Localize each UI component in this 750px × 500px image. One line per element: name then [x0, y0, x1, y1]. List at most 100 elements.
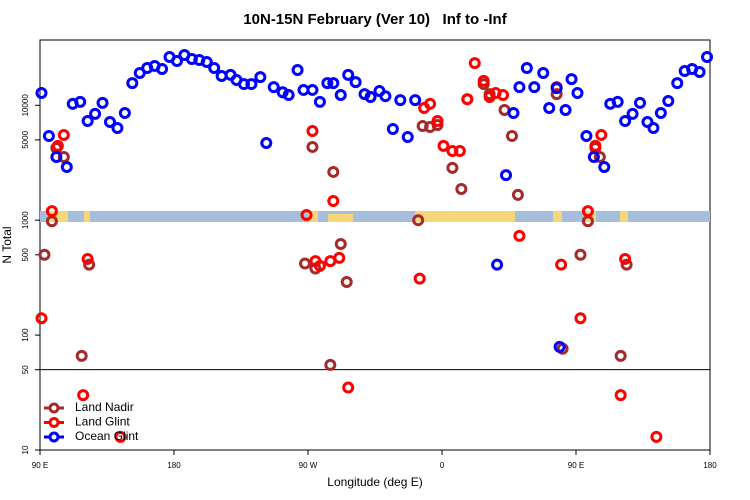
- point: [75, 349, 88, 362]
- point: [118, 106, 131, 119]
- point: [614, 349, 627, 362]
- point: [291, 63, 304, 76]
- plot-frame: [39, 39, 711, 451]
- land-patch: [308, 211, 318, 222]
- point: [477, 74, 490, 87]
- point: [321, 77, 334, 90]
- point: [111, 122, 124, 135]
- point: [455, 182, 468, 195]
- legend-marker: [48, 431, 60, 443]
- legend-marker: [48, 417, 60, 428]
- point: [334, 238, 347, 251]
- point: [208, 62, 221, 75]
- point: [300, 208, 313, 221]
- point: [74, 95, 87, 108]
- point: [634, 96, 647, 109]
- point: [267, 81, 280, 94]
- point: [35, 86, 48, 99]
- point: [42, 129, 55, 142]
- point: [491, 258, 504, 271]
- point: [237, 78, 250, 91]
- point: [394, 94, 407, 107]
- point: [574, 312, 587, 325]
- point: [114, 430, 127, 443]
- point: [35, 312, 48, 325]
- legend-label: Land Nadir: [75, 400, 134, 414]
- land-patch: [48, 211, 68, 222]
- point: [200, 56, 213, 69]
- point: [170, 54, 183, 67]
- point: [581, 205, 594, 218]
- point: [500, 169, 513, 182]
- land-patch: [415, 211, 515, 222]
- point: [593, 150, 606, 163]
- point: [96, 96, 109, 109]
- point: [641, 115, 654, 128]
- point: [81, 252, 94, 265]
- point: [126, 77, 139, 90]
- point: [595, 128, 608, 141]
- land-patch: [620, 211, 628, 222]
- point: [409, 94, 422, 107]
- land-mask: [40, 211, 710, 222]
- x-tick-label: 90 E: [32, 461, 48, 470]
- point: [528, 81, 541, 94]
- point: [550, 82, 563, 95]
- point: [446, 161, 459, 174]
- point: [559, 103, 572, 116]
- point: [555, 258, 568, 271]
- point: [260, 136, 273, 149]
- point: [45, 205, 58, 218]
- point: [650, 430, 663, 443]
- point: [431, 118, 444, 131]
- point: [565, 73, 578, 86]
- point: [553, 340, 566, 353]
- point: [89, 107, 102, 120]
- point: [505, 129, 518, 142]
- point: [349, 76, 362, 89]
- x-tick-label: 0: [440, 461, 445, 470]
- point: [342, 68, 355, 81]
- land-patch: [553, 211, 562, 222]
- point: [327, 194, 340, 207]
- point: [364, 91, 377, 104]
- point: [437, 139, 450, 152]
- y-tick-label: 50: [21, 365, 30, 374]
- y-tick-label: 10: [21, 445, 30, 454]
- point: [619, 252, 632, 265]
- point: [51, 139, 64, 152]
- point: [77, 389, 90, 402]
- point: [327, 77, 340, 90]
- point: [550, 88, 563, 101]
- point: [587, 150, 600, 163]
- point: [306, 140, 319, 153]
- point: [156, 62, 169, 75]
- x-axis-label: Longitude (deg E): [327, 475, 422, 489]
- point: [81, 114, 94, 127]
- point: [57, 128, 70, 141]
- point: [299, 257, 312, 270]
- point: [83, 258, 96, 271]
- x-tick-label: 180: [167, 461, 181, 470]
- point: [413, 272, 426, 285]
- point: [511, 188, 524, 201]
- point: [461, 93, 474, 106]
- point: [701, 51, 714, 64]
- point: [306, 124, 319, 137]
- point: [342, 381, 355, 394]
- point: [306, 83, 319, 96]
- point: [324, 358, 337, 371]
- point: [654, 106, 667, 119]
- land-patch: [84, 211, 90, 222]
- legend-label: Land Glint: [75, 415, 130, 429]
- point: [614, 389, 627, 402]
- point: [647, 122, 660, 135]
- point: [245, 78, 258, 91]
- y-tick-label: 100: [21, 328, 30, 342]
- point: [50, 150, 63, 163]
- point: [571, 86, 584, 99]
- point: [626, 107, 639, 120]
- point: [543, 101, 556, 114]
- x-tick-label: 90 W: [299, 461, 318, 470]
